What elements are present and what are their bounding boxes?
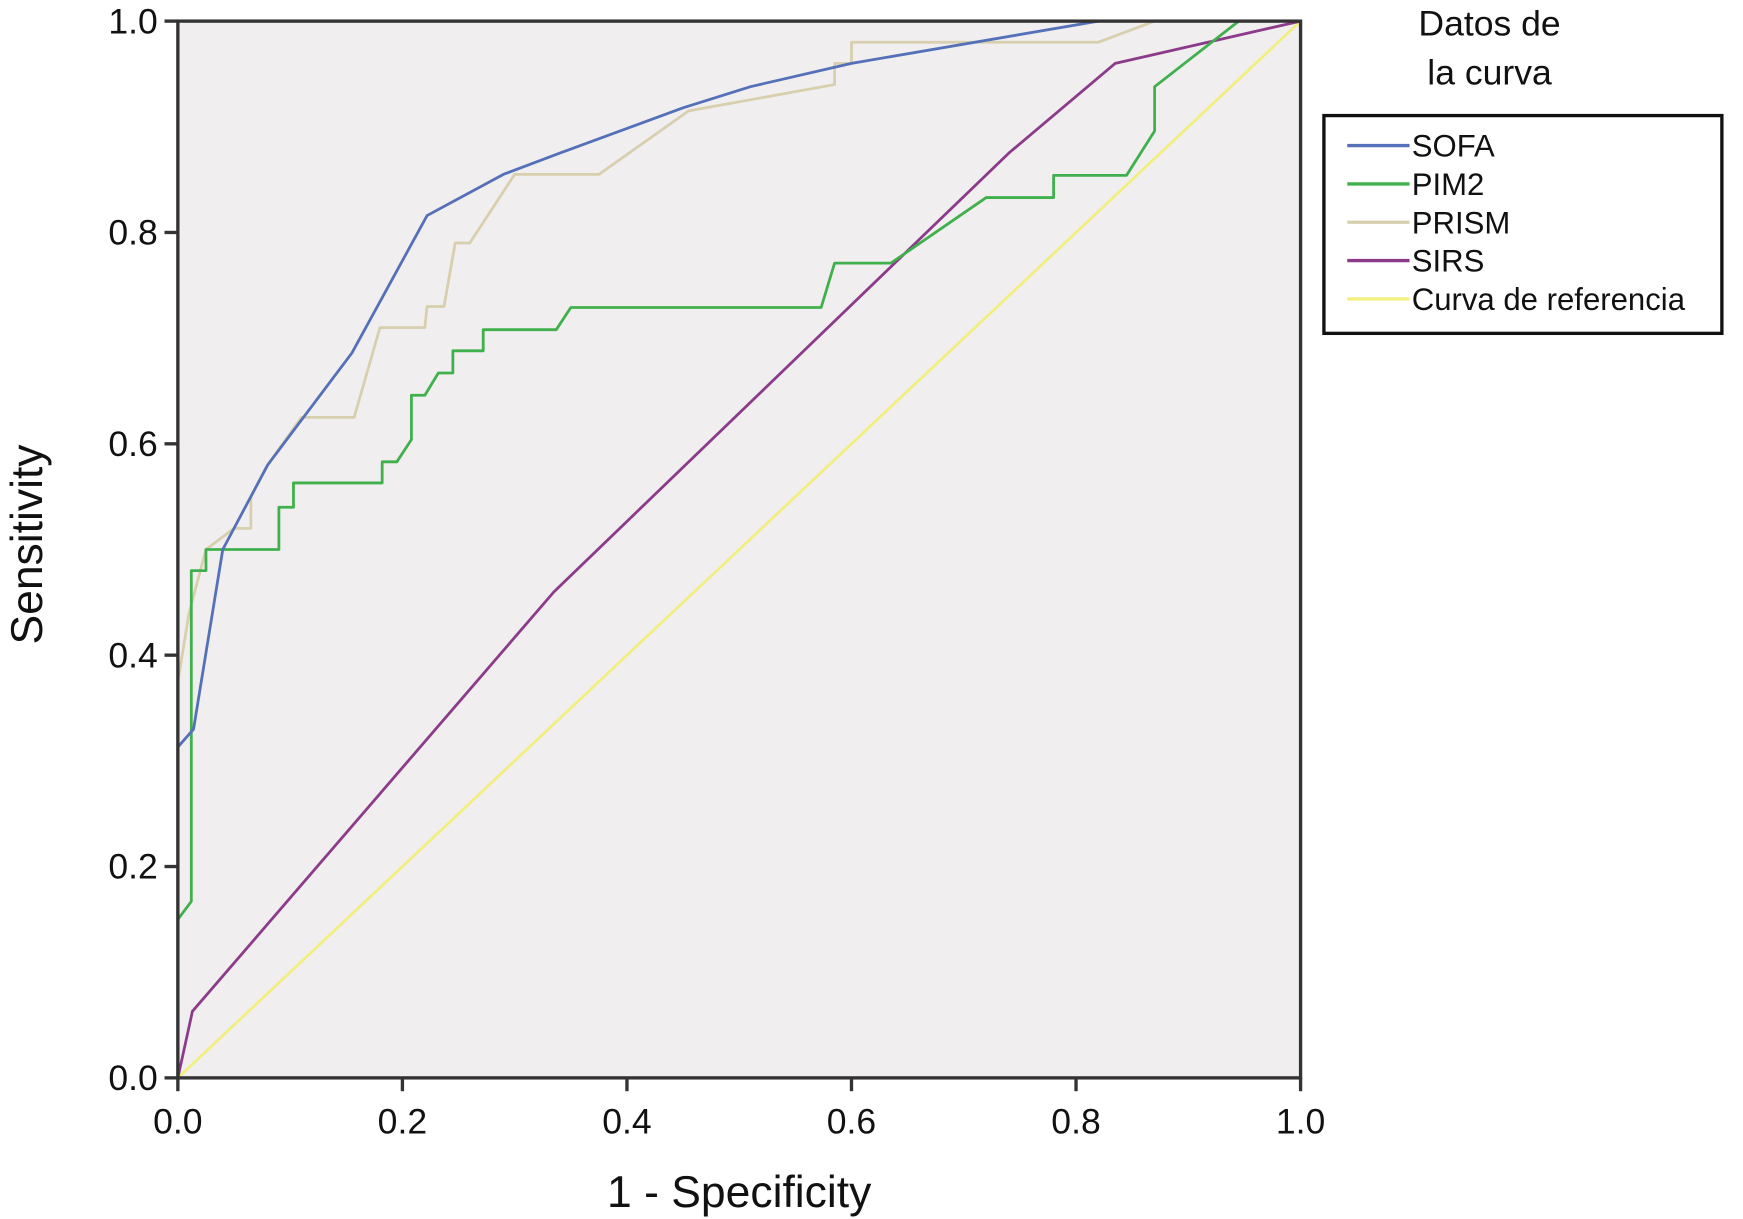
x-tick-label: 0.6 bbox=[827, 1101, 876, 1141]
legend-label: SOFA bbox=[1412, 129, 1495, 164]
y-tick-label: 0.0 bbox=[108, 1058, 157, 1098]
series-line-curva-de-referencia bbox=[176, 20, 1302, 1079]
y-tick-label: 0.6 bbox=[108, 424, 157, 464]
y-tick-label: 0.2 bbox=[108, 847, 157, 887]
legend-box bbox=[1322, 113, 1724, 336]
legend-item: SIRS bbox=[1347, 244, 1484, 279]
legend-label: PIM2 bbox=[1412, 167, 1485, 202]
x-tick-label: 0.8 bbox=[1051, 1101, 1100, 1141]
y-axis: 0.0 0.2 0.4 0.6 0.8 1.0 bbox=[108, 1, 178, 1098]
x-tick-label: 0.2 bbox=[378, 1101, 427, 1141]
series-line-sofa bbox=[176, 19, 1301, 1078]
legend-title-line-2: la curva bbox=[1427, 52, 1552, 92]
y-tick-label: 0.8 bbox=[108, 213, 157, 253]
legend-item: PRISM bbox=[1347, 205, 1510, 240]
legend-item: SOFA bbox=[1347, 129, 1495, 164]
legend-label: PRISM bbox=[1412, 205, 1511, 240]
x-tick-label: 0.4 bbox=[602, 1101, 651, 1141]
series-line-pim2 bbox=[176, 19, 1301, 1078]
x-axis: 0.0 0.2 0.4 0.6 0.8 1.0 bbox=[153, 1077, 1325, 1141]
x-tick-label: 1.0 bbox=[1276, 1101, 1325, 1141]
y-tick-label: 1.0 bbox=[108, 1, 157, 41]
series-line-sirs bbox=[176, 19, 1301, 1079]
legend-item: PIM2 bbox=[1347, 167, 1484, 202]
y-tick-label: 0.4 bbox=[108, 635, 157, 675]
legend-label: Curva de referencia bbox=[1412, 282, 1686, 317]
x-tick-label: 0.0 bbox=[153, 1101, 202, 1141]
series-layer bbox=[176, 19, 1302, 1079]
legend-title-line-1: Datos de bbox=[1418, 4, 1560, 44]
legend-item: Curva de referencia bbox=[1347, 282, 1686, 317]
legend-label: SIRS bbox=[1412, 244, 1485, 279]
y-axis-label: Sensitivity bbox=[3, 444, 52, 645]
plot-frame bbox=[176, 19, 1303, 1080]
x-axis-label: 1 - Specificity bbox=[607, 1168, 872, 1217]
